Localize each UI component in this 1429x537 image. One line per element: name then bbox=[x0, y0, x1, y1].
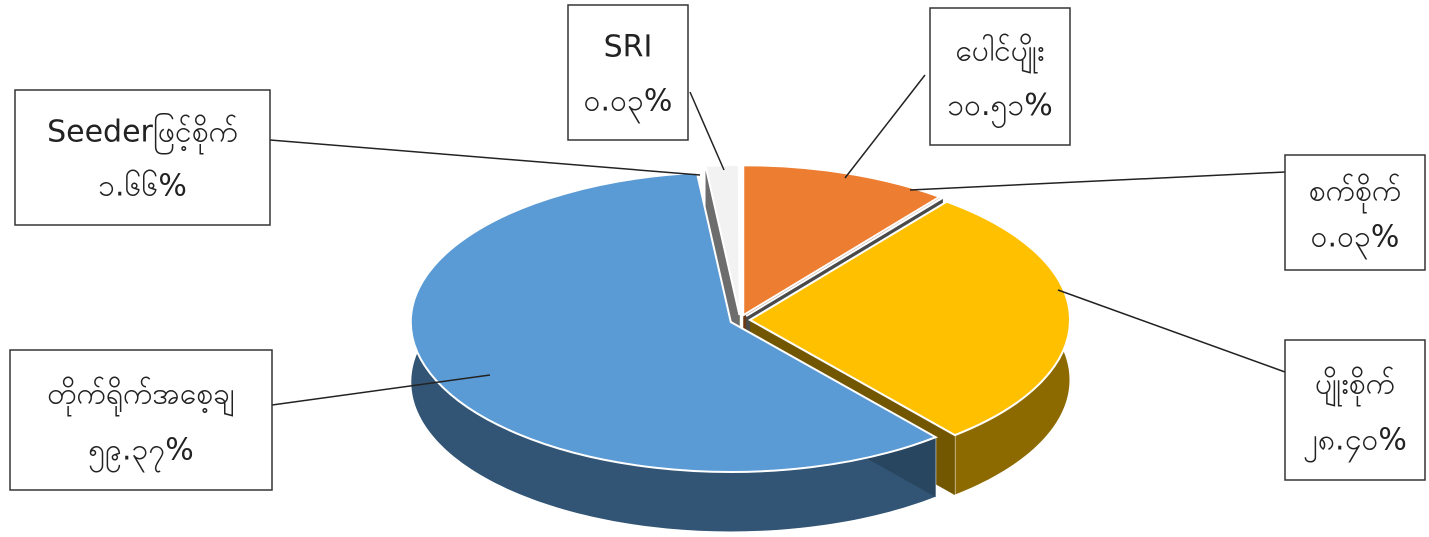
label-box bbox=[929, 7, 1071, 146]
label-box bbox=[14, 89, 271, 226]
data-label-name: ပျိုးစိုက် bbox=[1315, 366, 1395, 407]
data-label-value: ၀.၀၃% bbox=[584, 84, 673, 125]
data-label-value: ၁.၆၆% bbox=[98, 168, 187, 204]
label-box bbox=[9, 349, 273, 491]
data-label-name: Seederဖြင့်စိုက် bbox=[47, 113, 238, 156]
data-label-name: SRI bbox=[604, 30, 653, 65]
slice bbox=[409, 171, 939, 473]
slice bbox=[748, 200, 1071, 437]
slice bbox=[745, 196, 946, 317]
data-label-name: ပေါင်ပျိုး bbox=[955, 32, 1044, 74]
label-box bbox=[567, 4, 689, 141]
leader-line bbox=[269, 139, 701, 176]
leader-line bbox=[844, 74, 926, 179]
leader-line bbox=[1057, 289, 1286, 373]
data-label-value: ၀.၀၃% bbox=[1311, 219, 1400, 260]
label-box bbox=[1284, 339, 1426, 481]
leader-line bbox=[271, 374, 491, 406]
data-label-name: တိုက်ရိုက်အစေ့ချ bbox=[47, 376, 234, 417]
label-box bbox=[1284, 154, 1426, 271]
leader-line bbox=[909, 171, 1286, 191]
slice bbox=[742, 164, 942, 318]
data-label-value: ၅၉.၃၇% bbox=[88, 432, 194, 473]
data-label-name: စက်စိုက် bbox=[1309, 173, 1401, 214]
data-label-value: ၁၀.၅၁% bbox=[947, 88, 1053, 129]
data-label-value: ၂၈.၄၀% bbox=[1303, 422, 1407, 463]
leader-line bbox=[689, 91, 725, 171]
slice bbox=[738, 163, 741, 316]
